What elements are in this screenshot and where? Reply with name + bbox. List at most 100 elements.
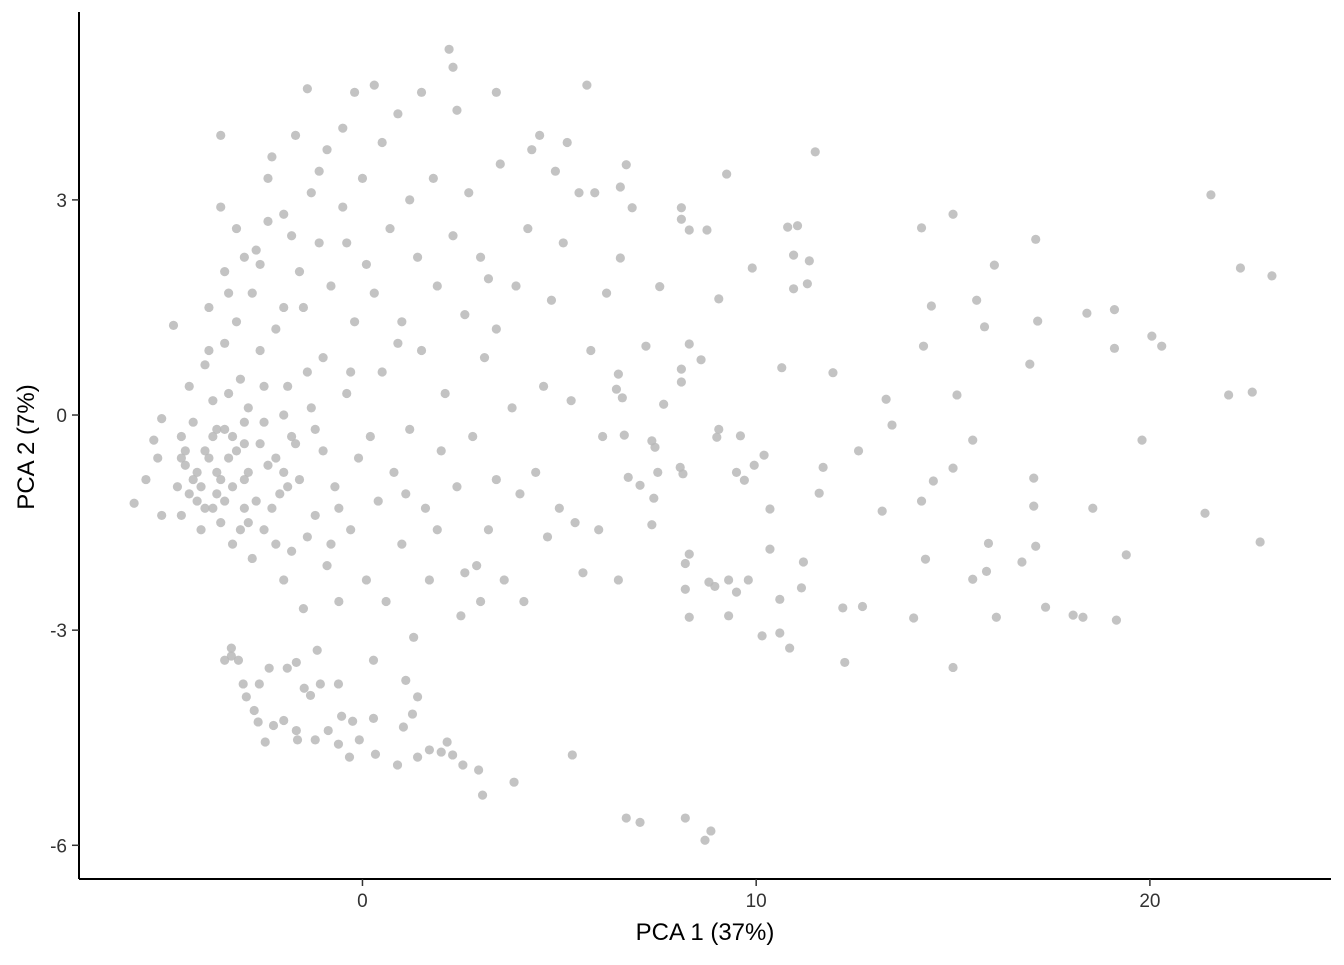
point <box>567 750 577 760</box>
point <box>346 525 356 535</box>
point <box>440 388 450 399</box>
point <box>574 188 584 198</box>
point <box>458 760 468 770</box>
point <box>294 266 305 277</box>
point <box>653 467 663 477</box>
point <box>724 575 734 585</box>
point <box>684 339 694 349</box>
point <box>405 424 415 434</box>
point <box>785 643 795 653</box>
point <box>570 517 580 528</box>
point <box>554 503 564 513</box>
point <box>263 173 273 183</box>
point <box>464 188 474 198</box>
point <box>212 467 222 477</box>
point <box>477 790 488 800</box>
point <box>743 575 753 585</box>
point <box>1031 234 1041 244</box>
point <box>393 338 403 348</box>
point <box>838 603 848 613</box>
point <box>918 341 929 351</box>
point <box>511 281 521 291</box>
point <box>298 604 309 614</box>
point <box>424 575 435 585</box>
point <box>267 503 277 513</box>
point <box>909 613 919 623</box>
point <box>334 596 344 607</box>
point <box>731 467 742 477</box>
point <box>312 645 322 655</box>
point <box>731 587 742 597</box>
point <box>392 760 403 770</box>
point <box>594 525 604 535</box>
point <box>775 628 785 638</box>
point <box>710 581 720 592</box>
point <box>306 188 316 198</box>
x-tick-label: 10 <box>746 891 767 912</box>
point <box>333 679 344 689</box>
point <box>243 467 253 477</box>
point <box>251 496 261 506</box>
point <box>621 160 631 170</box>
point <box>452 105 462 115</box>
point <box>448 62 458 72</box>
point <box>920 554 931 564</box>
point <box>279 575 289 585</box>
point <box>322 145 332 155</box>
point <box>952 390 962 400</box>
point <box>546 295 557 305</box>
point <box>491 474 501 485</box>
point <box>129 498 139 508</box>
point <box>200 503 210 513</box>
point <box>255 439 265 449</box>
point <box>184 381 194 391</box>
point <box>1068 610 1078 620</box>
point <box>983 538 994 548</box>
point <box>231 223 242 234</box>
point <box>804 256 814 266</box>
point <box>968 574 978 584</box>
point <box>271 453 281 463</box>
point <box>192 496 202 506</box>
point <box>407 709 418 719</box>
point <box>239 417 249 427</box>
point <box>342 388 352 399</box>
point <box>385 223 395 234</box>
point <box>239 439 249 449</box>
point <box>1137 435 1147 445</box>
point <box>412 252 423 262</box>
point <box>204 453 214 463</box>
point <box>566 396 576 406</box>
point <box>279 410 289 420</box>
point <box>1235 263 1246 273</box>
point <box>344 752 355 762</box>
point <box>255 345 265 356</box>
point <box>765 504 775 514</box>
point <box>989 260 999 270</box>
point <box>777 363 787 373</box>
point <box>393 109 403 119</box>
x-axis-title: PCA 1 (37%) <box>636 919 775 946</box>
point <box>381 596 391 607</box>
point <box>310 424 320 434</box>
point <box>1247 387 1257 397</box>
point <box>405 195 415 205</box>
point <box>853 446 864 456</box>
point <box>238 679 248 689</box>
point <box>535 130 545 140</box>
point <box>292 735 303 745</box>
point <box>216 202 226 212</box>
point <box>515 489 525 499</box>
point <box>641 341 651 351</box>
point <box>176 431 186 442</box>
point <box>235 525 246 535</box>
point <box>224 453 234 463</box>
point <box>243 517 253 528</box>
point <box>749 460 759 470</box>
point <box>226 643 236 653</box>
point <box>361 259 372 270</box>
point <box>627 203 637 213</box>
point <box>436 747 446 757</box>
point <box>208 431 218 442</box>
